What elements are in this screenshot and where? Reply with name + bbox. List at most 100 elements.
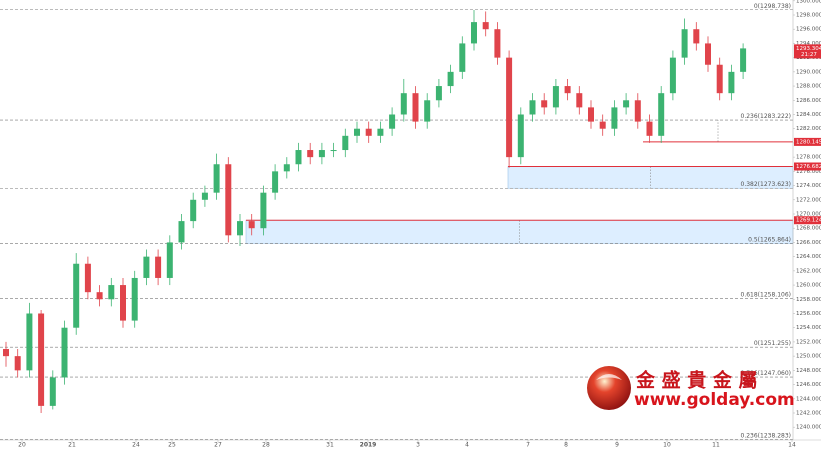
candle-body	[155, 256, 162, 278]
candle-body	[295, 150, 302, 165]
x-tick-label: 27	[214, 442, 222, 449]
y-tick-label: 1300.000	[796, 0, 821, 4]
candle-body	[634, 100, 641, 122]
logo-swoosh	[596, 374, 622, 380]
fib-label: 0.236(1283.222)	[741, 113, 792, 120]
candle-body	[693, 29, 700, 44]
y-tick-label: 1296.000	[796, 27, 821, 33]
candle-body	[26, 313, 33, 371]
y-tick-label: 1282.000	[796, 126, 821, 132]
candle-body	[342, 135, 349, 151]
y-tick-label: 1248.000	[796, 368, 821, 374]
candle-body	[611, 107, 618, 129]
candle-body	[646, 121, 653, 136]
candle-body	[14, 356, 21, 371]
price-box	[794, 162, 821, 171]
candle-body	[588, 107, 594, 122]
candle-body	[73, 263, 80, 328]
candle-body	[728, 71, 735, 94]
candle-body	[669, 57, 676, 94]
fib-label: 0.5(1265.864)	[748, 236, 791, 243]
y-tick-label: 1254.000	[796, 325, 821, 331]
candle-body	[576, 93, 583, 108]
fib-label: 0.236(1238.283)	[741, 432, 792, 439]
y-tick-label: 1242.000	[796, 410, 821, 416]
candle-body	[389, 114, 396, 129]
levels: 0(1298.738) 0.236(1283.222) 0.382(1273.623…	[0, 3, 793, 440]
candle-body	[120, 285, 126, 321]
candle-body	[400, 93, 407, 115]
candle-body	[564, 86, 571, 94]
y-tick-label: 1286.000	[796, 98, 821, 104]
x-tick-label: 21	[68, 442, 76, 449]
candle-body	[237, 221, 243, 236]
y-tick-label: 1244.000	[796, 396, 821, 402]
x-tick-label: 9	[615, 442, 619, 449]
y-tick-label: 1288.000	[796, 84, 821, 90]
x-tick-label: 14	[788, 442, 796, 449]
candle-body	[38, 313, 45, 406]
fib-label: 0.786(1247.060)	[741, 370, 792, 377]
fib-label: 0.382(1273.623)	[741, 181, 792, 188]
candle-body	[61, 327, 68, 378]
y-tick-label: 1252.000	[796, 339, 821, 345]
logo-name: 金 盛 貴 金 屬	[635, 369, 757, 392]
y-tick-label: 1246.000	[796, 382, 821, 388]
price-box	[794, 137, 821, 146]
y-tick-label: 1268.000	[796, 226, 821, 232]
x-tick-label: 24	[132, 442, 140, 449]
candle-body	[213, 164, 220, 193]
candle-body	[541, 100, 548, 108]
y-tick-label: 1240.000	[796, 425, 821, 431]
candles	[3, 10, 747, 413]
candle-body	[178, 221, 185, 243]
x-tick-label: 4	[465, 442, 469, 449]
y-tick-label: 1262.000	[796, 268, 821, 274]
candle-body	[84, 263, 91, 293]
candle-body	[260, 192, 267, 229]
last-price-box	[794, 44, 821, 59]
candle-body	[740, 48, 747, 72]
candle-body	[354, 128, 360, 136]
last-price-label: 1293.304	[796, 46, 821, 52]
candle-body	[716, 64, 723, 94]
price-label: 1269.124	[796, 218, 821, 224]
watermark: 金 盛 貴 金 屬 www.golday.com	[587, 366, 795, 410]
price-label: 1280.145	[796, 139, 821, 145]
candle-body	[506, 57, 513, 158]
candle-body	[225, 164, 232, 236]
price-label: 1276.682	[796, 164, 821, 170]
y-tick-label: 1256.000	[796, 311, 821, 317]
last-price-time: 21:27	[801, 52, 817, 58]
y-tick-label: 1294.000	[796, 41, 821, 47]
x-tick-label: 28	[262, 442, 270, 449]
x-tick-label: 25	[168, 442, 176, 449]
x-tick-label: 10	[663, 442, 671, 449]
candle-body	[330, 150, 337, 152]
candle-body	[248, 221, 255, 229]
candle-body	[143, 256, 150, 278]
x-tick-label: 7	[526, 442, 530, 449]
fib-label: 0.618(1258.106)	[741, 292, 792, 299]
candle-body	[412, 93, 419, 122]
candle-body	[529, 100, 536, 115]
x-tick-label: 20	[18, 442, 26, 449]
candle-body	[108, 285, 115, 300]
logo-ball	[587, 366, 631, 410]
y-tick-label: 1260.000	[796, 283, 821, 289]
x-tick-label: 2019	[360, 442, 377, 449]
y-tick-label: 1276.000	[796, 169, 821, 175]
candle-body	[283, 164, 290, 172]
candle-body	[482, 22, 489, 30]
logo-url: www.golday.com	[634, 390, 795, 410]
candle-body	[131, 277, 138, 321]
y-tick-label: 1270.000	[796, 211, 821, 217]
fib-label: 0(1251.255)	[754, 340, 791, 347]
candle-body	[166, 242, 173, 278]
candle-body	[517, 114, 524, 158]
y-tick-label: 1264.000	[796, 254, 821, 260]
candle-body	[658, 93, 665, 136]
candle-body	[307, 150, 314, 158]
